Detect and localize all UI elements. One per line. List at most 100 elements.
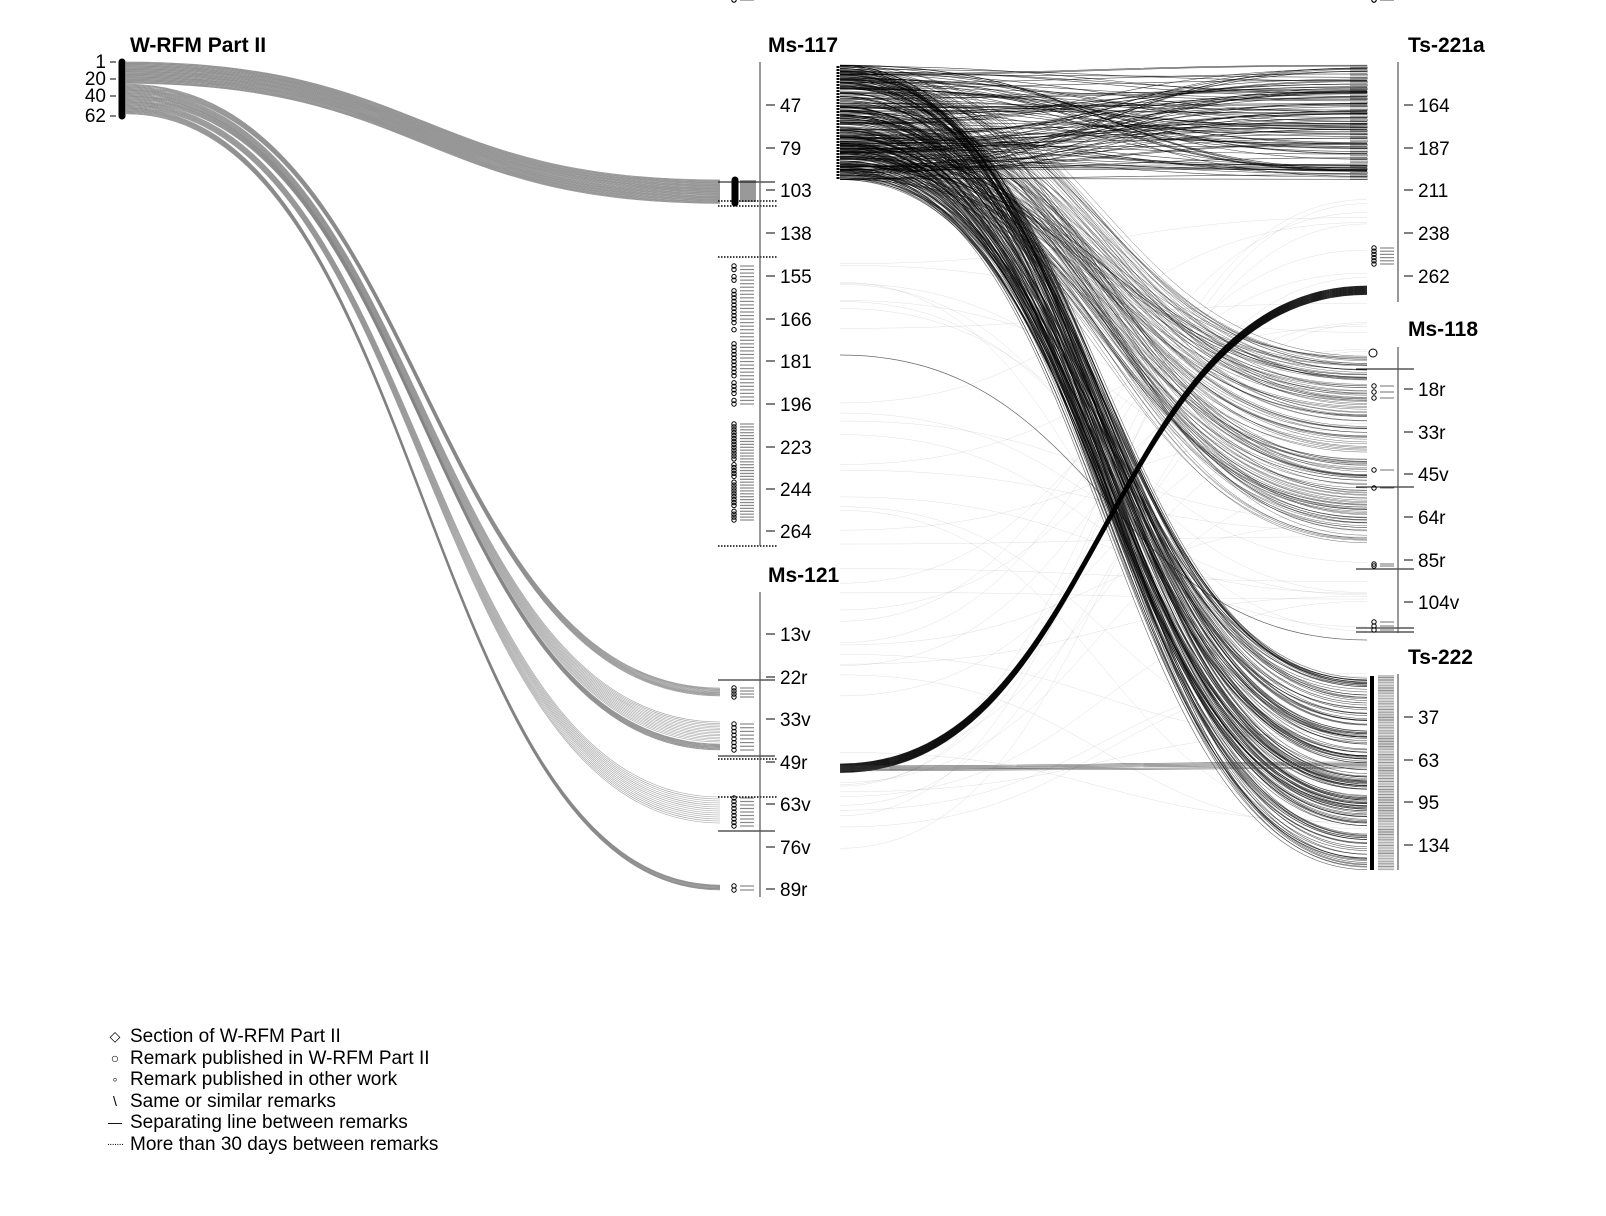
remark-circle [731, 312, 737, 319]
remark-circle [731, 309, 737, 315]
link-curve [839, 121, 1368, 753]
link-curve [839, 91, 1368, 99]
tick-label: 103 [780, 181, 812, 202]
link-curve [839, 496, 1368, 594]
remark-circle [731, 802, 737, 808]
link-curve [839, 69, 1368, 400]
link-curve [839, 165, 1368, 378]
remark-circle [731, 823, 737, 829]
link-curve [839, 730, 1368, 793]
link-curve [839, 142, 1368, 835]
link-curve [839, 98, 1368, 404]
axis-ts222: Ts-222 37 63 95 134 [1397, 646, 1473, 870]
remark-circle [731, 732, 737, 738]
remark-circle [731, 341, 737, 347]
link-curve [125, 105, 721, 816]
legend-item-similar: \ Same or similar remarks [100, 1091, 438, 1113]
link-curve [125, 82, 721, 203]
link-curve [839, 103, 1368, 476]
remark-circle [731, 447, 737, 453]
tick-label: 63 [1418, 751, 1439, 772]
remark-circle [731, 517, 737, 523]
link-curve [839, 522, 1368, 646]
link-curve [125, 101, 721, 751]
axis-title: Ts-221a [1408, 34, 1485, 57]
link-curve [839, 308, 1368, 563]
remark-circle [731, 809, 737, 815]
link-curve [839, 77, 1368, 171]
remark-circle [1371, 0, 1377, 3]
link-curve [125, 75, 721, 196]
link-curve [839, 82, 1368, 366]
tick-label: 63v [780, 795, 811, 816]
remark-circle [731, 805, 737, 812]
link-curve [839, 72, 1368, 371]
remark-circle [731, 319, 737, 326]
remark-circle [731, 470, 737, 477]
remark-circle-large [1368, 348, 1378, 358]
remark-circle [731, 725, 737, 731]
remark-circle [731, 344, 737, 351]
remark-circle [731, 795, 737, 801]
link-curve [125, 101, 721, 798]
remark-circle [1371, 251, 1377, 258]
link-curve [125, 113, 721, 891]
remark-circle [731, 383, 737, 390]
link-curve [839, 765, 1368, 770]
link-curve [839, 111, 1368, 687]
link-curve [839, 168, 1368, 751]
link-curve [839, 92, 1368, 711]
axis-ms121: Ms-121 13v 22r 33v 49r 63v 76v 89r [759, 564, 840, 901]
remark-circle [731, 390, 737, 397]
link-curve [125, 66, 721, 186]
link-curve [839, 65, 1368, 76]
remark-circle [731, 362, 737, 368]
remark-circle [1371, 395, 1377, 401]
axis-title: Ms-117 [768, 34, 838, 57]
link-curve [125, 66, 721, 186]
link-curve [839, 116, 1368, 732]
link-curve [839, 350, 1368, 806]
remark-circle [731, 812, 737, 819]
remark-circle [731, 365, 737, 372]
tick-label: 89r [780, 880, 808, 901]
remark-circle [731, 435, 737, 442]
remark-circle [731, 432, 737, 439]
tick-label: 33v [780, 710, 811, 731]
link-curve [839, 153, 1368, 787]
link-curve [839, 142, 1368, 818]
link-curve [839, 85, 1368, 732]
link-curve [839, 601, 1368, 797]
remark-circle [1371, 563, 1377, 569]
tick-label: 20 [85, 69, 106, 90]
axis-title: Ms-118 [1408, 318, 1478, 341]
link-curve [839, 752, 1368, 823]
remark-circle [1371, 254, 1377, 261]
link-curve [839, 122, 1368, 145]
link-curve [839, 71, 1368, 824]
tick-label: 134 [1418, 836, 1450, 857]
link-curve [839, 138, 1368, 437]
link-curve [125, 71, 721, 192]
link-curve [839, 174, 1368, 408]
link-curve [839, 86, 1368, 865]
link-curve [125, 80, 721, 202]
remark-circle [731, 482, 737, 488]
link-curve [125, 67, 721, 187]
remark-circle [731, 736, 737, 742]
link-curve [839, 68, 1368, 81]
link-curve [125, 74, 721, 195]
remark-circle [731, 358, 737, 365]
tick-label: 196 [780, 395, 812, 416]
remark-circle [731, 479, 737, 485]
link-curve [125, 62, 721, 181]
link-curve [125, 105, 721, 814]
link-curve [125, 78, 721, 199]
remark-circle [731, 295, 737, 301]
remark-circle [731, 819, 737, 826]
link-curve [839, 130, 1368, 801]
legend-item-gap: ······· More than 30 days between remarks [100, 1134, 439, 1156]
link-curve [839, 68, 1368, 389]
tick-label: 85r [1418, 551, 1446, 572]
